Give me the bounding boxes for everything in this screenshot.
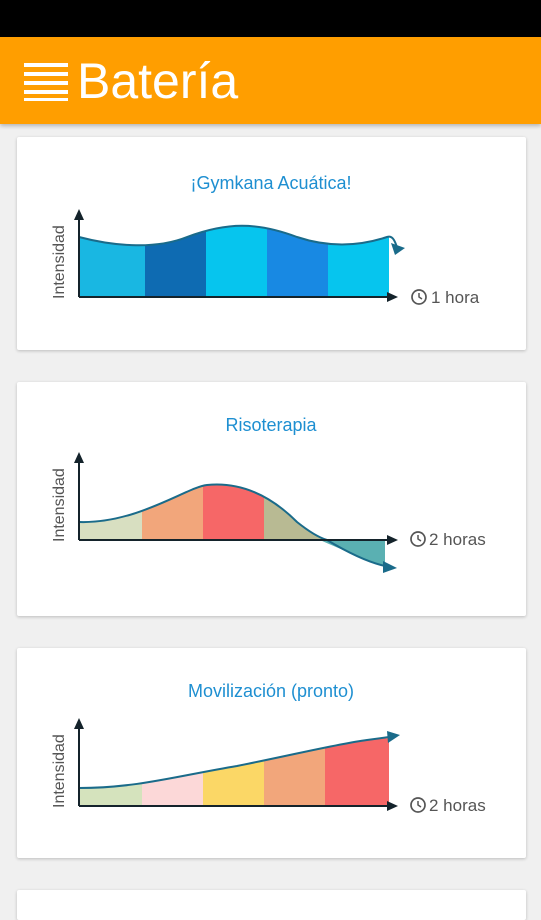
duration-label: 1 hora <box>431 288 480 307</box>
activity-card-gymkana[interactable]: ¡Gymkana Acuática! Intensidad 1 hora <box>17 137 526 350</box>
activity-graph: Movilización (pronto) Intensidad 2 horas <box>51 681 486 815</box>
clock-icon <box>410 797 426 813</box>
intensity-segment <box>79 225 145 297</box>
duration-label: 2 horas <box>429 796 486 815</box>
activity-title: ¡Gymkana Acuática! <box>190 173 351 193</box>
activity-title: Movilización (pronto) <box>188 681 354 701</box>
app-bar: Batería <box>0 37 541 124</box>
intensity-segment <box>79 738 142 806</box>
y-axis-arrow <box>74 209 84 220</box>
intensity-segment <box>328 225 389 297</box>
activity-title: Risoterapia <box>225 415 317 435</box>
x-axis-arrow <box>387 292 398 302</box>
x-axis-arrow <box>387 535 398 545</box>
curve-arrowhead <box>387 731 400 743</box>
intensity-segment <box>264 484 327 540</box>
y-axis-arrow <box>74 718 84 729</box>
intensity-segment <box>206 225 267 297</box>
intensity-segment <box>264 738 325 806</box>
activity-graph: ¡Gymkana Acuática! Intensidad 1 hora <box>51 173 480 307</box>
page-title: Batería <box>77 53 239 109</box>
activity-card-partial[interactable] <box>17 890 526 920</box>
intensity-segment <box>145 225 206 297</box>
y-axis-label: Intensidad <box>51 468 68 542</box>
intensity-segment <box>142 738 203 806</box>
activity-card-risoterapia[interactable]: Risoterapia Intensidad 2 horas <box>17 382 526 616</box>
menu-icon[interactable] <box>24 63 70 101</box>
curve-arrowhead <box>391 243 405 255</box>
status-bar <box>0 0 541 37</box>
intensity-segment <box>325 738 389 806</box>
y-axis-arrow <box>74 452 84 463</box>
intensity-segment <box>267 225 328 297</box>
activity-card-movilizacion[interactable]: Movilización (pronto) Intensidad 2 horas <box>17 648 526 858</box>
intensity-segment <box>203 484 264 540</box>
intensity-curve <box>78 483 386 567</box>
activity-graph: Risoterapia Intensidad 2 horas <box>51 415 486 573</box>
duration-label: 2 horas <box>429 530 486 549</box>
intensity-segment <box>320 540 385 567</box>
intensity-curve <box>78 224 398 248</box>
y-axis-label: Intensidad <box>51 734 68 808</box>
x-axis-arrow <box>387 801 398 811</box>
clock-icon <box>411 289 427 305</box>
intensity-segment <box>203 738 264 806</box>
y-axis-label: Intensidad <box>51 225 68 299</box>
clock-icon <box>410 531 426 547</box>
intensity-curve <box>78 736 390 789</box>
curve-arrowhead <box>383 561 397 573</box>
intensity-segment <box>79 484 142 540</box>
